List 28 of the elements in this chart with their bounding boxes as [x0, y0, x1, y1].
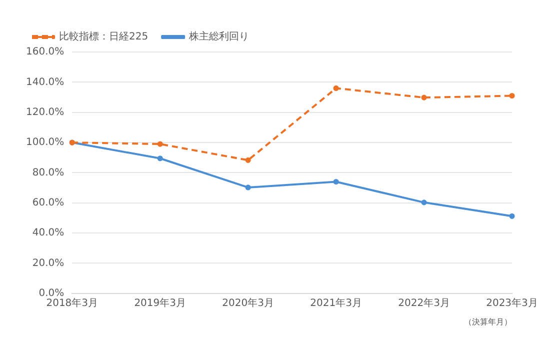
point	[245, 184, 251, 190]
point	[157, 141, 163, 147]
point	[509, 213, 515, 219]
y-tick-label: 140.0%	[26, 76, 64, 88]
point	[509, 92, 515, 99]
point	[245, 157, 251, 163]
point	[421, 94, 427, 100]
x-tick-label: 2019年3月	[134, 296, 186, 309]
x-tick-label: 2023年3月	[486, 296, 538, 309]
point	[157, 156, 163, 162]
point	[421, 200, 427, 206]
x-tick-label: 2020年3月	[222, 296, 274, 309]
point	[333, 85, 339, 92]
y-tick-label: 60.0%	[32, 197, 64, 208]
x-tick-label: 2022年3月	[398, 296, 450, 309]
y-tick-label: 80.0%	[32, 167, 64, 178]
point	[333, 178, 339, 185]
y-tick-label: 20.0%	[32, 258, 64, 269]
y-tick-label: 40.0%	[32, 228, 64, 239]
x-tick-label: 2021年3月	[310, 296, 362, 309]
x-axis-title: （決算年月）	[464, 317, 512, 326]
y-tick-label: 0.0%	[38, 288, 64, 299]
x-tick-label: 2018年3月	[46, 296, 98, 309]
y-tick-label: 100.0%	[26, 137, 64, 148]
legend-label: 比較指標：日経225	[59, 30, 148, 43]
y-tick-label: 120.0%	[26, 106, 64, 118]
legend-label: 株主総利回り	[188, 30, 250, 43]
y-tick-label: 160.0%	[26, 46, 64, 58]
